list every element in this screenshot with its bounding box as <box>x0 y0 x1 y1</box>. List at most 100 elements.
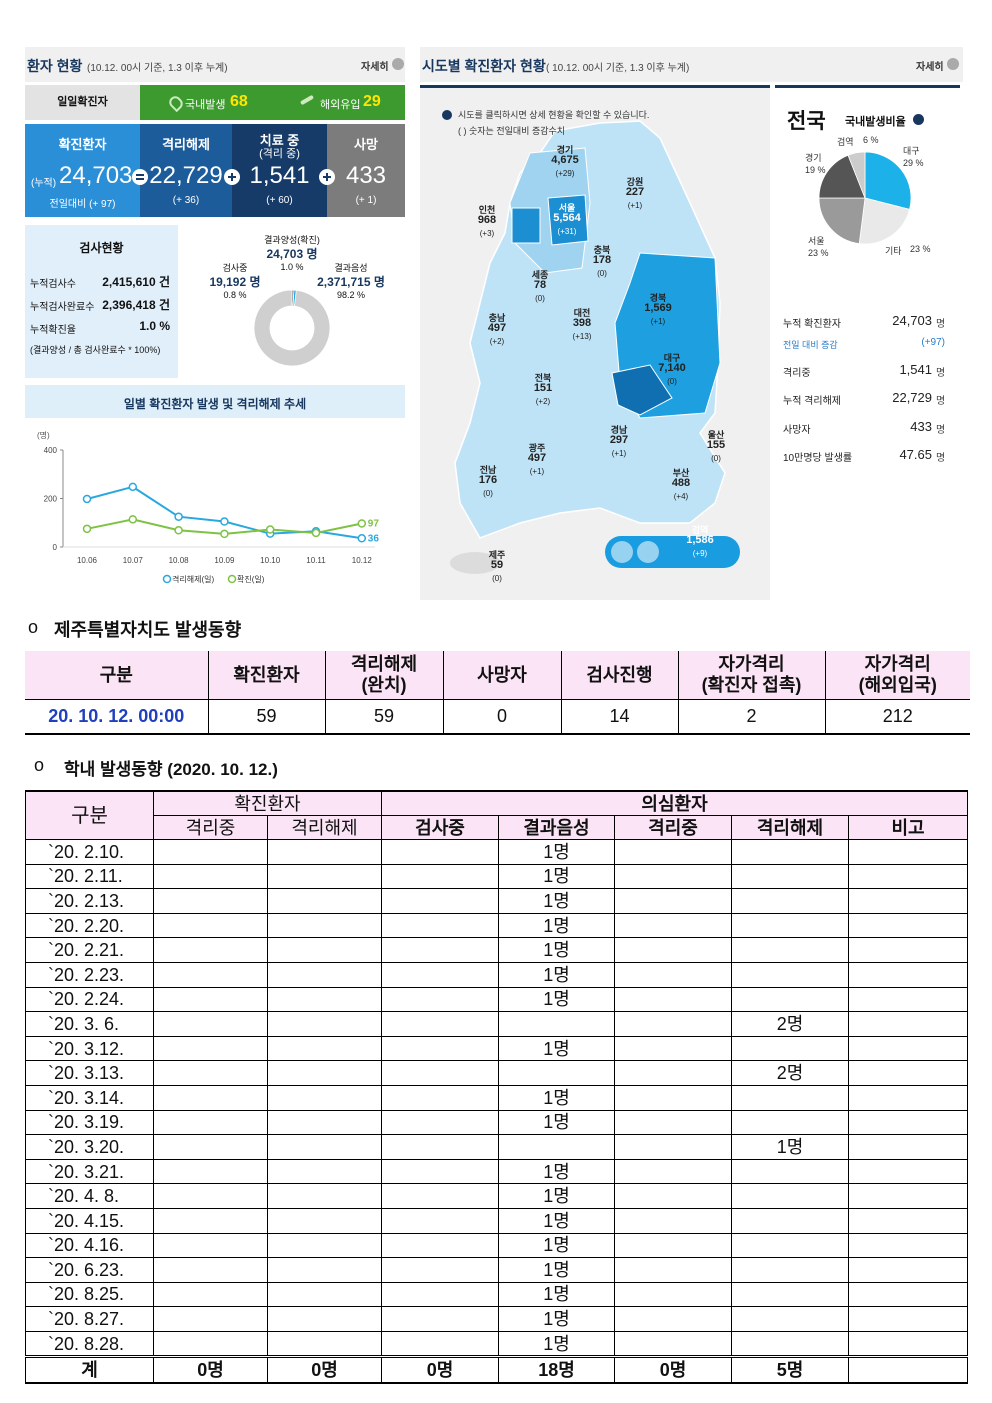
overseas-count: 29 <box>363 93 381 110</box>
pie-label: 기타 <box>885 246 902 256</box>
stat-unit: 명 <box>936 453 946 464</box>
map-area: 시도를 클릭하시면 상세 현황을 확인할 수 있습니다. ( ) 숫자는 전일대비… <box>420 85 770 600</box>
region-count: 178 <box>592 254 612 266</box>
y-tick-label: 200 <box>44 495 58 504</box>
data-cell: `20. 3.19. <box>25 1109 154 1136</box>
region-change: (0) <box>492 574 502 583</box>
empty-cell <box>614 1109 732 1136</box>
empty-cell <box>153 863 268 890</box>
data-row: `20. 3.14. 1명 <box>25 1084 969 1111</box>
empty-cell <box>267 1306 382 1332</box>
stat-label: 격리중 <box>783 368 811 379</box>
pie-value-label: 23 % <box>910 244 931 254</box>
stat-box: 사망 433 (+ 1) <box>327 124 405 217</box>
stat-value: 433 <box>910 419 932 434</box>
data-cell: `20. 2.13. <box>25 888 154 914</box>
donut-percent: 1.0 % <box>280 262 304 272</box>
daily-label: 일일확진자 <box>25 85 140 120</box>
region-change: (0) <box>535 294 545 303</box>
region-name: 울산 <box>707 430 725 440</box>
data-cell: `20. 2.20. <box>25 912 154 939</box>
empty-cell <box>381 1330 499 1358</box>
empty-cell <box>153 1035 268 1062</box>
stat-label: 전일 대비 증감 <box>783 340 838 350</box>
map-note: 시도를 클릭하시면 상세 현황을 확인할 수 있습니다. <box>458 110 650 120</box>
empty-cell <box>267 1158 382 1185</box>
empty-cell <box>731 1330 849 1358</box>
empty-cell <box>153 1109 268 1136</box>
empty-cell <box>381 888 499 914</box>
stat-sublabel: (격리 중) <box>259 148 300 160</box>
empty-cell <box>153 1060 268 1086</box>
empty-cell <box>267 1134 382 1160</box>
empty-cell <box>847 1060 969 1086</box>
empty-cell <box>153 1330 268 1358</box>
empty-cell <box>381 912 499 939</box>
empty-cell <box>847 888 969 914</box>
data-cell: 59 <box>207 699 326 735</box>
region-count: 59 <box>490 559 504 571</box>
stat-unit: 명 <box>936 396 946 407</box>
empty-cell <box>614 1060 732 1086</box>
more-link[interactable]: 자세히 <box>916 62 944 73</box>
data-cell: `20. 4.16. <box>25 1232 154 1259</box>
empty-cell <box>153 1158 268 1185</box>
stat-value: 1,541 <box>899 362 932 377</box>
x-tick-label: 10.09 <box>214 556 235 565</box>
overseas-label: 해외유입 <box>320 99 361 111</box>
data-row: `20. 8.28. 1명 <box>25 1330 969 1358</box>
region-count: 7,140 <box>658 362 686 374</box>
empty-cell <box>731 1306 849 1332</box>
pie-slice <box>818 197 866 245</box>
empty-cell <box>381 839 499 865</box>
national-box: 전국 국내발생비율 대구 29 % 기타 23 % 서울 23 % 경기 19 % 검역 6 % 누적 … <box>775 85 960 525</box>
region-name: 제주 <box>488 550 506 560</box>
data-cell: 1명 <box>498 1306 615 1332</box>
x-tick-label: 10.12 <box>352 556 373 565</box>
data-cell: 5명 <box>731 1355 849 1385</box>
domestic-count: 68 <box>230 93 248 110</box>
legend-marker <box>162 574 172 584</box>
data-cell: 0 <box>442 699 562 735</box>
region-change: (+13) <box>572 332 592 341</box>
empty-cell <box>381 1158 499 1185</box>
stat-label: 격리해제 <box>162 137 210 152</box>
test-value: 1.0 % <box>139 319 170 333</box>
empty-cell <box>267 1060 382 1086</box>
stat-unit: 명 <box>936 319 946 330</box>
empty-cell <box>614 1281 732 1308</box>
trend-point <box>357 534 367 543</box>
trend-point <box>82 524 92 534</box>
region-change: (+1) <box>529 467 545 476</box>
empty-cell <box>498 1060 615 1086</box>
empty-cell <box>847 986 969 1013</box>
data-cell: `20. 3.12. <box>25 1035 154 1062</box>
region-name: 경북 <box>649 293 667 303</box>
empty-cell <box>267 839 382 865</box>
empty-cell <box>267 1232 382 1259</box>
trend-line <box>86 518 363 535</box>
help-icon <box>913 114 924 125</box>
empty-cell <box>267 961 382 988</box>
empty-cell <box>153 1257 268 1283</box>
empty-cell <box>381 986 499 1013</box>
trend-point <box>357 519 367 528</box>
empty-cell <box>847 1330 969 1358</box>
pie-slice <box>818 154 866 199</box>
data-cell: `20. 3.13. <box>25 1060 154 1086</box>
region-name: 부산 <box>672 468 690 478</box>
header-cell: 자가격리 (확진자 접촉) <box>677 651 826 700</box>
header-cell: 검사진행 <box>560 651 679 700</box>
empty-cell <box>381 1060 499 1086</box>
data-row: `20. 3. 6. 2명 <box>25 1011 969 1037</box>
empty-cell <box>153 986 268 1013</box>
more-link[interactable]: 자세히 <box>361 62 389 73</box>
data-row: `20. 2.11. 1명 <box>25 863 969 890</box>
data-cell: 1명 <box>498 1232 615 1259</box>
empty-cell <box>267 863 382 890</box>
empty-cell <box>153 1207 268 1234</box>
sub-header: 격리해제 <box>731 815 849 840</box>
empty-cell <box>153 1134 268 1160</box>
empty-cell <box>614 912 732 939</box>
data-cell: 20. 10. 12. 00:00 <box>25 699 209 735</box>
